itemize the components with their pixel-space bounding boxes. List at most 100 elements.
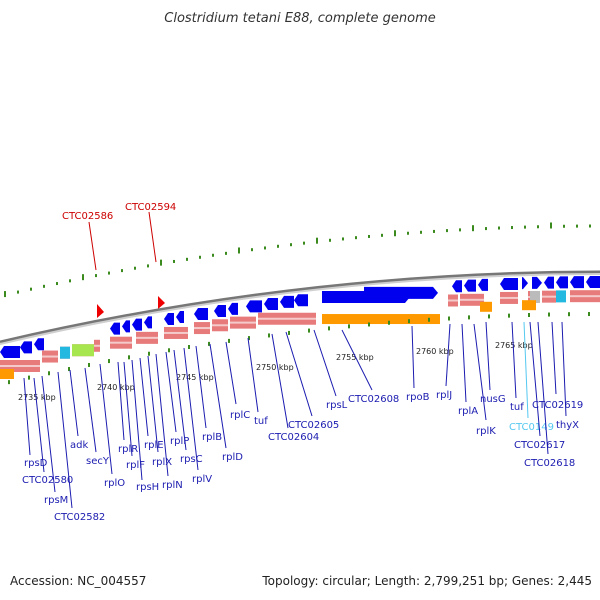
gene-arrow bbox=[532, 276, 542, 289]
minor-tick bbox=[485, 227, 487, 231]
gene-ctc02604[interactable]: CTC02604 bbox=[268, 333, 319, 443]
gene-arrow bbox=[452, 280, 462, 293]
lower-tick bbox=[308, 328, 310, 333]
gene-adk[interactable]: adk bbox=[69, 369, 88, 451]
minor-tick bbox=[368, 234, 370, 238]
marker-ctc02594[interactable]: CTC02594 bbox=[125, 202, 176, 309]
gene-ctc02617[interactable]: CTC02617 bbox=[514, 321, 565, 451]
gene-track-forward bbox=[0, 276, 600, 358]
gene-rpoB[interactable]: rpoB bbox=[406, 325, 430, 403]
svg-text:rplD: rplD bbox=[222, 452, 243, 463]
svg-text:rplN: rplN bbox=[162, 480, 183, 491]
gene-rplF[interactable]: rplF bbox=[123, 361, 145, 471]
svg-text:adk: adk bbox=[70, 440, 88, 451]
gene-rpsH[interactable]: rpsH bbox=[131, 359, 159, 493]
minor-tick bbox=[43, 284, 45, 288]
minor-tick bbox=[121, 269, 123, 273]
gene-rplA[interactable]: rplA bbox=[458, 323, 478, 417]
svg-text:rplO: rplO bbox=[104, 478, 125, 489]
coding-track bbox=[0, 300, 536, 379]
lower-tick bbox=[588, 312, 590, 317]
gene-ctc02582[interactable]: CTC02582 bbox=[54, 371, 105, 523]
gene-arrow bbox=[246, 300, 262, 313]
minor-tick bbox=[394, 230, 396, 237]
gene-rplK[interactable]: rplK bbox=[473, 323, 496, 437]
lower-tick bbox=[188, 345, 190, 350]
svg-text:CTC02619: CTC02619 bbox=[532, 400, 583, 411]
gene-arrow bbox=[294, 294, 308, 307]
lower-tick bbox=[128, 355, 130, 360]
gene-rplE[interactable]: rplE bbox=[139, 357, 164, 451]
lower-tick bbox=[508, 313, 510, 318]
gene-rplO[interactable]: rplO bbox=[99, 363, 125, 489]
gene-arrow bbox=[194, 308, 208, 321]
gene-rplC[interactable]: rplC bbox=[225, 341, 250, 421]
gene-arrow bbox=[176, 310, 184, 323]
gene-ctc02580[interactable]: CTC02580 bbox=[22, 377, 73, 486]
gene-rpsC[interactable]: rpsC bbox=[173, 349, 203, 465]
gene-rplV[interactable]: rplV bbox=[183, 347, 212, 485]
gene-rplD[interactable]: rplD bbox=[209, 343, 243, 463]
gene-arrow bbox=[144, 316, 152, 329]
feature-stripe bbox=[94, 344, 100, 347]
lower-tick bbox=[148, 351, 150, 356]
lower-tick bbox=[528, 313, 530, 318]
lower-tick bbox=[368, 322, 370, 327]
minor-tick bbox=[186, 257, 188, 261]
gene-ctc02605[interactable]: CTC02605 bbox=[285, 331, 339, 431]
minor-tick bbox=[381, 233, 383, 237]
minor-tick bbox=[173, 259, 175, 263]
gene-rplR[interactable]: rplR bbox=[117, 361, 138, 455]
gene-rplJ[interactable]: rplJ bbox=[436, 323, 452, 401]
gene-ctc0149[interactable]: CTC0149 bbox=[509, 321, 554, 433]
svg-text:CTC0149: CTC0149 bbox=[509, 422, 554, 433]
gene-tuf-1[interactable]: tuf bbox=[247, 337, 268, 427]
lower-tick bbox=[228, 338, 230, 343]
minor-tick bbox=[238, 247, 240, 254]
svg-text:CTC02618: CTC02618 bbox=[524, 458, 575, 469]
svg-text:CTC02604: CTC02604 bbox=[268, 432, 319, 443]
minor-tick bbox=[251, 248, 253, 252]
gene-rpsL[interactable]: rpsL bbox=[313, 329, 348, 411]
gene-secY[interactable]: secY bbox=[84, 367, 110, 467]
genome-title: Clostridium tetani E88, complete genome bbox=[164, 11, 436, 26]
gene-rpsM[interactable]: rpsM bbox=[41, 375, 68, 506]
kbp-scale: 2735 kbp 2740 kbp 2745 kbp 2750 kbp 2755… bbox=[18, 341, 533, 402]
gene-thyX[interactable]: thyX bbox=[556, 321, 579, 431]
gene-rplP[interactable]: rplP bbox=[165, 351, 189, 447]
svg-text:rplV: rplV bbox=[192, 474, 212, 485]
svg-text:rplX: rplX bbox=[152, 457, 172, 468]
feature-stripe bbox=[212, 324, 228, 327]
gene-ctc02619[interactable]: CTC02619 bbox=[532, 321, 583, 411]
gene-nusG[interactable]: nusG bbox=[480, 321, 506, 405]
gene-arrow bbox=[214, 304, 226, 317]
lower-ticks bbox=[8, 312, 590, 385]
svg-text:rplJ: rplJ bbox=[436, 390, 452, 401]
gene-ctc02618[interactable]: CTC02618 bbox=[524, 321, 575, 469]
gene-ctc02608[interactable]: CTC02608 bbox=[341, 329, 399, 405]
feature-stripe bbox=[542, 295, 556, 298]
minor-tick bbox=[589, 224, 591, 228]
minor-tick bbox=[550, 222, 552, 229]
feature-stripe bbox=[500, 296, 518, 299]
gene-rplB[interactable]: rplB bbox=[195, 345, 222, 443]
gene-rpsD[interactable]: rpsD bbox=[23, 377, 48, 469]
minor-tick bbox=[355, 236, 357, 240]
feature-stripe bbox=[230, 321, 256, 324]
marker-ctc02586[interactable]: CTC02586 bbox=[62, 211, 113, 318]
lower-tick bbox=[288, 330, 290, 335]
lower-tick bbox=[488, 314, 490, 319]
gene-tuf-2[interactable]: tuf bbox=[510, 321, 524, 413]
accent-block bbox=[530, 290, 540, 303]
svg-text:rpsM: rpsM bbox=[44, 495, 68, 506]
gene-rplN[interactable]: rplN bbox=[155, 353, 183, 491]
gene-rplX[interactable]: rplX bbox=[147, 355, 172, 468]
marker-label: CTC02586 bbox=[62, 211, 113, 222]
gene-arrow bbox=[586, 276, 600, 289]
minor-tick bbox=[225, 251, 227, 255]
svg-text:rplK: rplK bbox=[476, 426, 496, 437]
minor-tick bbox=[563, 224, 565, 228]
minor-tick bbox=[212, 253, 214, 257]
gene-arrow bbox=[364, 286, 438, 299]
